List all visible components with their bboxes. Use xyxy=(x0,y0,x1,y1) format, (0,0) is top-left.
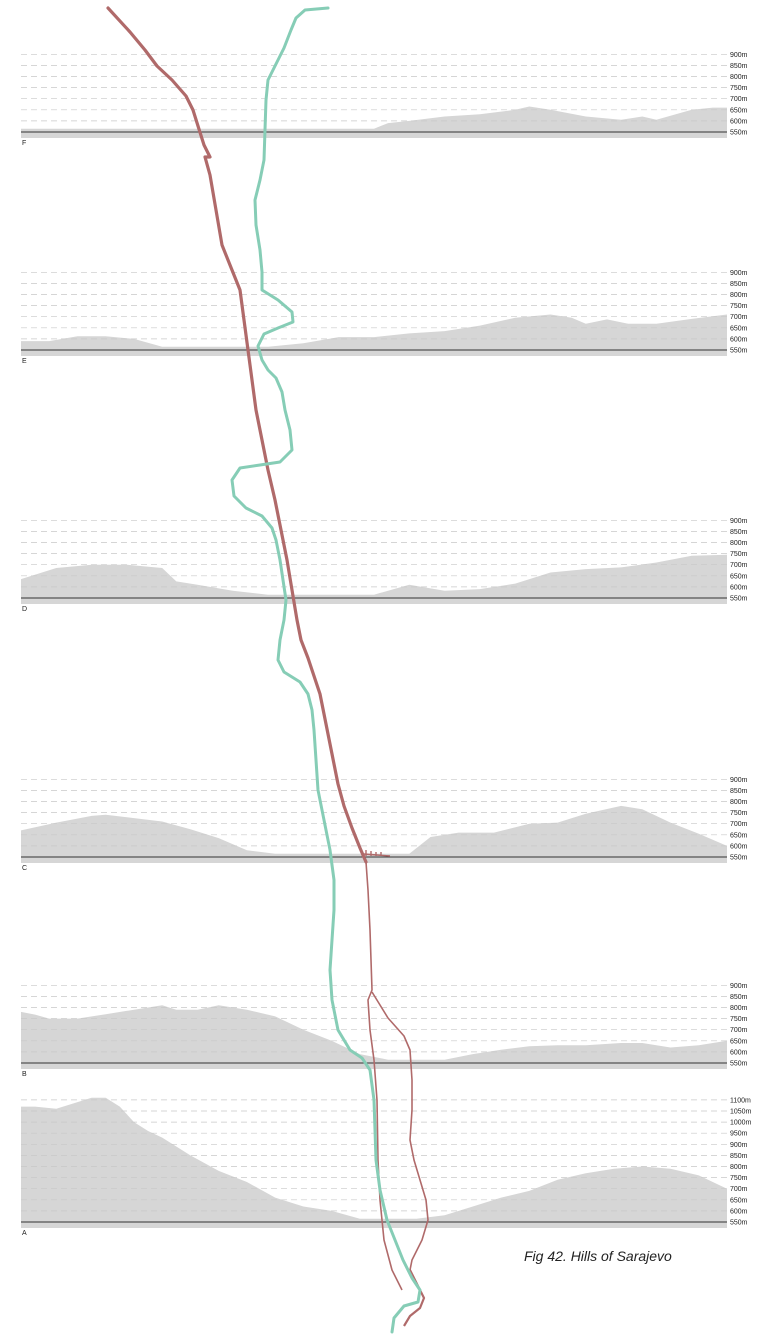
terrain-area xyxy=(21,1005,727,1069)
panel-label: B xyxy=(22,1071,27,1078)
terrain-area xyxy=(21,314,727,356)
y-tick-label: 600m xyxy=(730,1208,748,1215)
red-route-thick xyxy=(106,6,368,864)
y-tick-label: 850m xyxy=(730,529,748,536)
y-tick-label: 550m xyxy=(730,348,748,355)
y-tick-label: 550m xyxy=(730,596,748,603)
y-tick-label: 900m xyxy=(730,777,748,784)
y-tick-label: 550m xyxy=(730,130,748,137)
route-lines xyxy=(106,6,429,1334)
panel-label: D xyxy=(22,606,27,613)
y-tick-label: 800m xyxy=(730,292,748,299)
green-route xyxy=(230,6,422,1334)
y-tick-label: 900m xyxy=(730,1142,748,1149)
y-tick-label: 850m xyxy=(730,1153,748,1160)
y-tick-label: 850m xyxy=(730,63,748,70)
y-tick-label: 650m xyxy=(730,1197,748,1204)
y-tick-label: 900m xyxy=(730,52,748,59)
red-route-thin xyxy=(365,861,403,1291)
elevation-panel: 900m 850m 800m 750m 700m 650m 600m 550m C xyxy=(21,777,748,872)
elevation-panel: 900m 850m 800m 750m 700m 650m 600m 550m E xyxy=(21,270,748,365)
y-tick-label: 800m xyxy=(730,74,748,81)
y-tick-label: 700m xyxy=(730,821,748,828)
y-tick-label: 1100m xyxy=(730,1097,751,1104)
elevation-panel: 900m 850m 800m 750m 700m 650m 600m 550m F xyxy=(21,52,748,147)
y-tick-label: 900m xyxy=(730,983,748,990)
y-tick-label: 600m xyxy=(730,118,748,125)
y-tick-label: 700m xyxy=(730,1186,748,1193)
y-tick-label: 600m xyxy=(730,843,748,850)
y-tick-label: 1050m xyxy=(730,1109,752,1116)
y-tick-label: 750m xyxy=(730,810,748,817)
y-tick-label: 750m xyxy=(730,85,748,92)
y-tick-label: 800m xyxy=(730,1005,748,1012)
y-tick-label: 650m xyxy=(730,325,748,332)
y-tick-label: 900m xyxy=(730,518,748,525)
y-tick-label: 650m xyxy=(730,573,748,580)
y-tick-label: 750m xyxy=(730,1016,748,1023)
figure-caption: Fig 42. Hills of Sarajevo xyxy=(524,1248,672,1264)
y-tick-label: 550m xyxy=(730,1220,748,1227)
y-tick-label: 550m xyxy=(730,855,748,862)
y-tick-label: 650m xyxy=(730,1038,748,1045)
y-tick-label: 850m xyxy=(730,788,748,795)
y-tick-label: 850m xyxy=(730,994,748,1001)
terrain-area xyxy=(21,554,727,604)
red-route-marker xyxy=(363,850,391,857)
y-tick-label: 750m xyxy=(730,303,748,310)
y-tick-label: 800m xyxy=(730,540,748,547)
y-tick-label: 950m xyxy=(730,1131,748,1138)
y-tick-label: 750m xyxy=(730,551,748,558)
elevation-panel: 900m 850m 800m 750m 700m 650m 600m 550m B xyxy=(21,983,748,1078)
y-tick-label: 850m xyxy=(730,281,748,288)
elevation-panel: 900m 850m 800m 750m 700m 650m 600m 550m D xyxy=(21,518,748,613)
terrain-area xyxy=(21,106,727,138)
red-route-branch xyxy=(371,991,429,1271)
y-tick-label: 700m xyxy=(730,562,748,569)
y-tick-label: 700m xyxy=(730,96,748,103)
y-tick-label: 650m xyxy=(730,832,748,839)
y-tick-label: 700m xyxy=(730,314,748,321)
y-tick-label: 650m xyxy=(730,107,748,114)
panel-label: C xyxy=(22,865,27,872)
y-tick-label: 1000m xyxy=(730,1120,752,1127)
y-tick-label: 550m xyxy=(730,1061,748,1068)
terrain-area xyxy=(21,805,727,863)
y-tick-label: 750m xyxy=(730,1175,748,1182)
terrain-area xyxy=(21,1097,727,1228)
panel-label: E xyxy=(22,358,27,365)
y-tick-label: 700m xyxy=(730,1027,748,1034)
y-tick-label: 600m xyxy=(730,584,748,591)
elevation-panels: 900m 850m 800m 750m 700m 650m 600m 550m F 900m 850… xyxy=(21,52,752,1237)
y-tick-label: 900m xyxy=(730,270,748,277)
y-tick-label: 800m xyxy=(730,1164,748,1171)
panel-label: F xyxy=(22,140,26,147)
y-tick-label: 600m xyxy=(730,1049,748,1056)
panel-label: A xyxy=(22,1230,27,1237)
y-tick-label: 600m xyxy=(730,336,748,343)
y-tick-label: 800m xyxy=(730,799,748,806)
